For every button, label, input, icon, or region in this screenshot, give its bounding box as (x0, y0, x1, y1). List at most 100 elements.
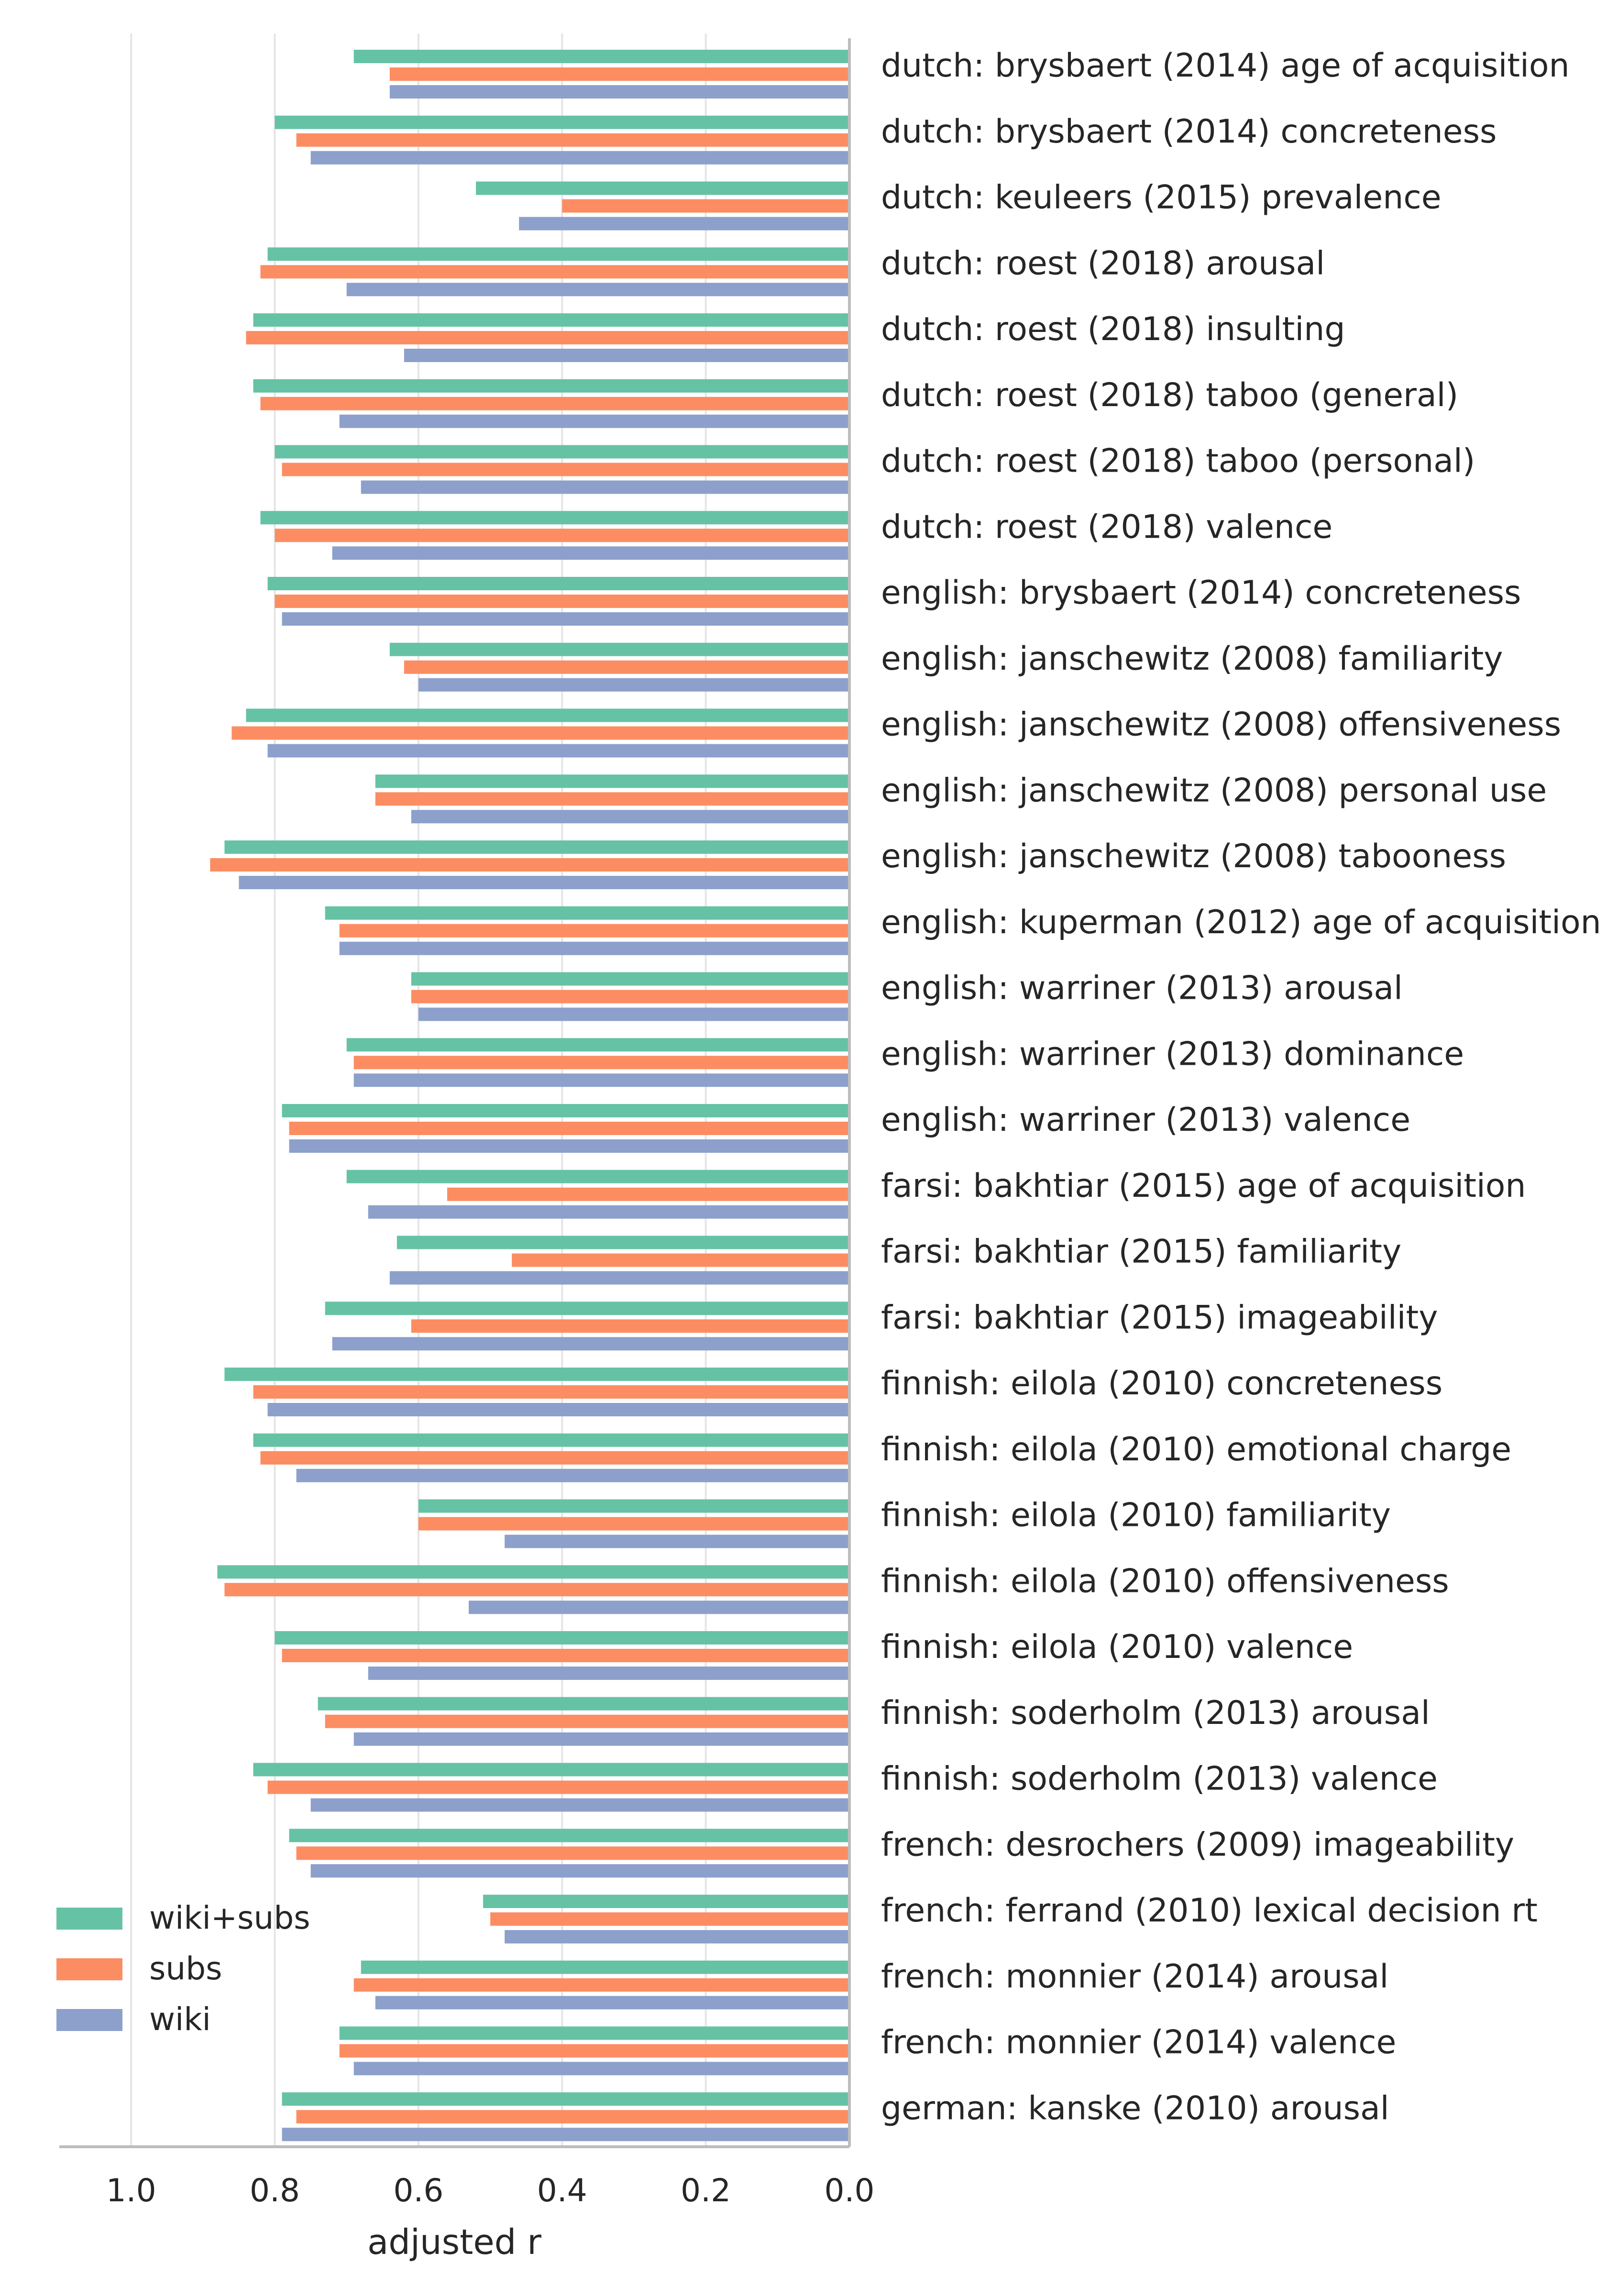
bar-subs (447, 1187, 849, 1201)
bar-wiki-subs (361, 1960, 849, 1974)
legend-label: wiki+subs (149, 1899, 310, 1936)
bar-subs (512, 1253, 849, 1267)
bar-subs (490, 1912, 849, 1926)
category-label: farsi: bakhtiar (2015) age of acquisitio… (881, 1167, 1526, 1205)
bar-wiki (375, 1996, 849, 2009)
x-axis-title: adjusted r (367, 2222, 541, 2262)
category-label: french: monnier (2014) valence (881, 2024, 1396, 2062)
category-label: dutch: roest (2018) taboo (personal) (881, 442, 1475, 480)
x-tick-label: 0.6 (393, 2172, 443, 2209)
bar-subs (296, 1846, 849, 1860)
bar-wiki-subs (260, 511, 850, 525)
bar-subs (296, 2110, 849, 2124)
bar-wiki (411, 810, 849, 824)
bar-wiki-subs (375, 774, 849, 788)
category-label: dutch: roest (2018) arousal (881, 244, 1325, 282)
bar-wiki (404, 349, 849, 362)
bar-wiki (346, 283, 849, 297)
bar-wiki (368, 1667, 849, 1680)
bar-wiki (505, 1930, 849, 1943)
bar-subs (267, 1780, 849, 1794)
category-label: english: janschewitz (2008) familiarity (881, 640, 1503, 678)
bar-wiki-subs (267, 247, 849, 261)
bar-wiki (353, 1732, 849, 1746)
bar-subs (296, 133, 849, 147)
bar-wiki-subs (346, 1170, 849, 1183)
bar-subs (353, 1056, 849, 1070)
category-label: finnish: eilola (2010) offensiveness (881, 1562, 1449, 1600)
axes (59, 38, 851, 2148)
bar-wiki (505, 1534, 849, 1548)
bar-wiki-subs (282, 1104, 849, 1117)
bars (210, 50, 850, 2141)
bar-wiki-subs (318, 1697, 849, 1711)
bar-subs (275, 529, 850, 542)
bar-wiki (361, 480, 849, 494)
category-label: finnish: eilola (2010) emotional charge (881, 1431, 1511, 1468)
bar-wiki-subs (476, 181, 849, 195)
bar-wiki (296, 1468, 849, 1482)
bar-subs (375, 792, 849, 806)
legend-label: subs (149, 1950, 222, 1987)
bar-wiki (519, 217, 849, 231)
bar-wiki (310, 1798, 849, 1812)
bar-subs (325, 1714, 849, 1728)
legend-swatch (56, 2009, 122, 2031)
bar-wiki (289, 1139, 850, 1153)
category-label: english: janschewitz (2008) tabooness (881, 838, 1506, 875)
bar-subs (282, 1649, 849, 1662)
bar-wiki-subs (325, 1302, 849, 1315)
bar-subs (339, 924, 849, 938)
bar-wiki-subs (246, 708, 850, 722)
category-label: farsi: bakhtiar (2015) familiarity (881, 1233, 1401, 1271)
bar-wiki-subs (217, 1565, 849, 1579)
category-label: dutch: roest (2018) valence (881, 508, 1332, 546)
category-label: finnish: eilola (2010) familiarity (881, 1497, 1391, 1534)
category-label: dutch: brysbaert (2014) concreteness (881, 113, 1497, 151)
bar-subs (418, 1517, 849, 1531)
bar-wiki-subs (253, 1433, 849, 1447)
bar-wiki (418, 1007, 849, 1021)
category-label: dutch: keuleers (2015) prevalence (881, 179, 1442, 217)
category-label: dutch: brysbaert (2014) age of acquisiti… (881, 47, 1570, 85)
bar-wiki-subs (253, 1763, 849, 1777)
bar-wiki (310, 151, 849, 165)
category-label: finnish: eilola (2010) valence (881, 1628, 1353, 1666)
category-label: french: monnier (2014) arousal (881, 1958, 1388, 1996)
category-label: english: warriner (2013) valence (881, 1101, 1410, 1139)
bar-subs (260, 1451, 850, 1465)
bar-wiki (418, 678, 849, 692)
bar-subs (260, 265, 850, 279)
bar-wiki (389, 1271, 849, 1285)
bar-subs (289, 1122, 850, 1135)
category-label: finnish: soderholm (2013) valence (881, 1760, 1438, 1798)
x-tick-label: 0.0 (825, 2172, 875, 2209)
bar-wiki (353, 1073, 849, 1087)
bar-wiki-subs (411, 972, 849, 986)
bar-wiki (267, 744, 849, 758)
bar-wiki (282, 612, 849, 626)
bar-subs (231, 726, 849, 740)
bar-wiki (339, 941, 849, 955)
bar-wiki (353, 2062, 849, 2075)
bar-wiki-subs (253, 379, 849, 393)
bar-wiki-subs (353, 50, 849, 63)
bar-wiki-subs (339, 2026, 849, 2040)
bar-wiki-subs (346, 1038, 849, 1052)
category-label: english: warriner (2013) arousal (881, 970, 1403, 1007)
legend-swatch (56, 1908, 122, 1930)
legend-swatch (56, 1958, 122, 1980)
x-tick-label: 0.8 (250, 2172, 300, 2209)
category-label: finnish: soderholm (2013) arousal (881, 1694, 1430, 1732)
category-label: english: warriner (2013) dominance (881, 1035, 1464, 1073)
category-labels: dutch: brysbaert (2014) age of acquisiti… (881, 47, 1601, 2127)
bar-wiki (332, 546, 849, 560)
bar-subs (282, 463, 849, 476)
bar-subs (562, 199, 849, 213)
bar-wiki (310, 1864, 849, 1878)
category-label: english: kuperman (2012) age of acquisit… (881, 904, 1601, 941)
bar-wiki (267, 1403, 849, 1416)
bar-wiki (332, 1337, 849, 1351)
bar-subs (224, 1583, 849, 1597)
